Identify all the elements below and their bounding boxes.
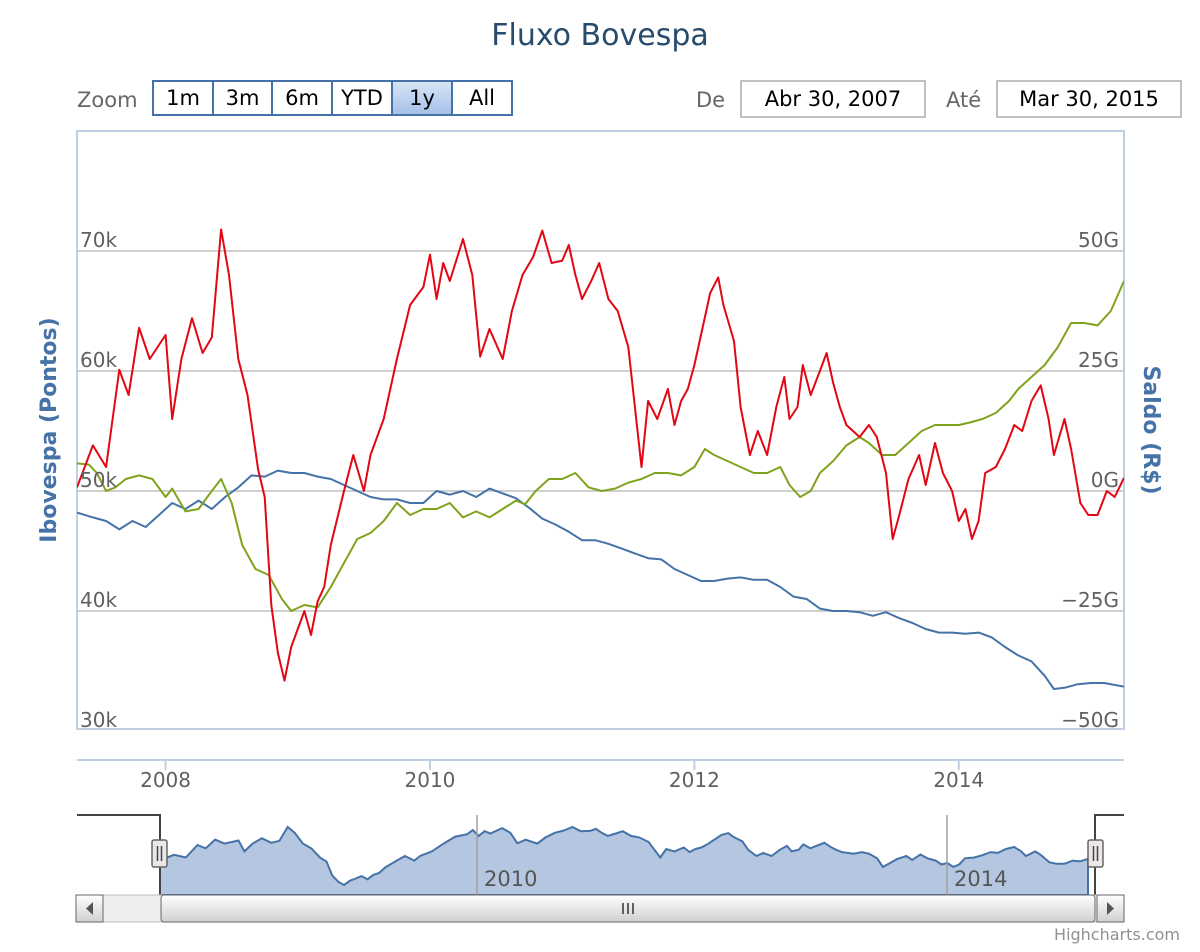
series-line (77, 280, 1124, 612)
scrollbar[interactable] (75, 894, 1125, 923)
scroll-left-arrow-icon (86, 902, 93, 915)
right-tick-label: 50G (1078, 228, 1119, 252)
from-date-input[interactable]: Abr 30, 2007 (740, 80, 926, 118)
zoom-button-1y[interactable]: 1y (393, 82, 453, 114)
zoom-button-all[interactable]: All (453, 82, 511, 114)
navigator-outline-right (1094, 814, 1124, 895)
x-tick-label: 2012 (669, 768, 720, 792)
left-tick-label: 60k (80, 348, 117, 372)
to-date-input[interactable]: Mar 30, 2015 (996, 80, 1182, 118)
navigator-handle-right[interactable] (1087, 839, 1104, 868)
x-tick-label: 2014 (933, 768, 984, 792)
right-axis-title: Saldo (R$) (1138, 365, 1163, 494)
zoom-button-3m[interactable]: 3m (214, 82, 273, 114)
scroll-right-arrow-icon (1107, 902, 1114, 915)
scrollbar-grip-icon (622, 903, 634, 914)
left-tick-label: 50k (80, 468, 117, 492)
series-layer (77, 228, 1124, 690)
left-tick-label: 30k (80, 708, 117, 732)
left-axis-ticks: 30k 40k 50k 60k 70k (80, 228, 117, 732)
navigator[interactable]: 2010 2014 (77, 814, 1124, 896)
x-axis-ticks: 2008 2010 2012 2014 (140, 760, 984, 792)
right-tick-label: −50G (1061, 708, 1119, 732)
zoom-label: Zoom (77, 88, 138, 112)
navigator-outline-left (77, 814, 161, 895)
navigator-label-2010: 2010 (484, 867, 537, 891)
left-tick-label: 40k (80, 588, 117, 612)
zoom-button-1m[interactable]: 1m (154, 82, 214, 114)
x-tick-label: 2010 (405, 768, 456, 792)
series-line (77, 469, 1124, 690)
x-tick-label: 2008 (140, 768, 191, 792)
navigator-handle-left[interactable] (151, 839, 168, 868)
navigator-series (159, 825, 1089, 896)
right-tick-label: 25G (1078, 348, 1119, 372)
plot-area (76, 130, 1125, 730)
to-label: Até (946, 88, 982, 112)
zoom-button-ytd[interactable]: YTD (333, 82, 393, 114)
left-tick-label: 70k (80, 228, 117, 252)
series-line (77, 228, 1124, 682)
right-tick-label: −25G (1061, 588, 1119, 612)
zoom-button-6m[interactable]: 6m (273, 82, 333, 114)
credits-link[interactable]: Highcharts.com (1054, 925, 1180, 944)
zoom-button-group: 1m 3m 6m YTD 1y All (152, 80, 513, 116)
from-label: De (696, 88, 726, 112)
right-axis-ticks: −50G −25G 0G 25G 50G (1061, 228, 1119, 732)
left-axis-title: Ibovespa (Pontos) (37, 317, 62, 542)
navigator-label-2014: 2014 (954, 867, 1007, 891)
chart-title: Fluxo Bovespa (491, 18, 709, 53)
right-tick-label: 0G (1091, 468, 1119, 492)
navigator-mask-left (104, 815, 160, 895)
